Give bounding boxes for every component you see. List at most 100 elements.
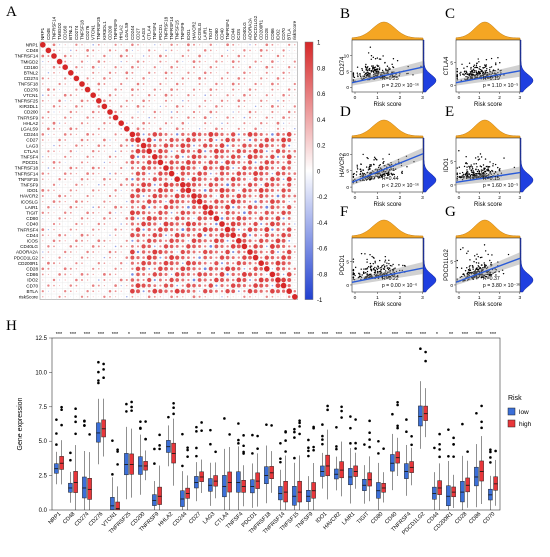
heatmap-cell-circle: [69, 245, 73, 248]
heatmap-cell-circle: [69, 127, 73, 131]
heatmap-cell-circle: [181, 278, 185, 282]
heatmap-cell-circle: [255, 55, 256, 57]
scatter-point: [405, 155, 408, 158]
scatter-plot-area: [351, 237, 424, 293]
heatmap-cell-circle: [208, 283, 214, 288]
significance-label: ***: [364, 332, 371, 338]
heatmap-cell-circle: [203, 233, 207, 237]
heatmap-cell-circle: [165, 83, 167, 85]
heatmap-cell-circle: [232, 128, 234, 130]
heatmap-cell-circle: [232, 100, 234, 102]
heatmap-cell-circle: [210, 78, 212, 79]
heatmap-cell-circle: [75, 150, 77, 152]
heatmap-row-label: TNFSF15: [18, 177, 38, 182]
heatmap-cell-circle: [266, 100, 268, 102]
heatmap-cell-circle: [130, 249, 135, 255]
heatmap-cell-circle: [109, 77, 111, 80]
heatmap-cell-circle: [241, 271, 247, 277]
scatter-point: [484, 250, 487, 252]
heatmap-cell-circle: [143, 44, 145, 46]
heatmap-cell-circle: [42, 156, 44, 158]
y-axis-label: HAVCR2: [340, 152, 346, 177]
heatmap-cell-circle: [120, 133, 122, 136]
box-outlier: [237, 438, 240, 442]
heatmap-cell-circle: [215, 94, 217, 96]
heatmap-cell-circle: [287, 216, 291, 220]
heatmap-cell-circle: [281, 255, 286, 260]
heatmap-cell-circle: [248, 222, 252, 226]
scatter-point: [472, 174, 475, 177]
heatmap-cell-circle: [97, 144, 101, 147]
heatmap-cell-circle: [120, 296, 122, 298]
heatmap-cell-circle: [109, 83, 111, 85]
scatter-point: [367, 177, 370, 180]
scatter-point: [470, 165, 472, 168]
scatter-point: [495, 274, 497, 276]
heatmap-cell-circle: [146, 215, 152, 221]
box-outlier: [125, 410, 128, 413]
heatmap-cell-circle: [137, 43, 139, 46]
heatmap-cell-circle: [187, 133, 190, 136]
heatmap-cell-circle: [169, 221, 174, 227]
heatmap-cell-circle: [152, 193, 158, 199]
heatmap-cell-circle: [114, 133, 117, 136]
heatmap-col-label: BTNL2: [68, 25, 73, 40]
heatmap-cell-circle: [174, 272, 180, 277]
heatmap-cell-circle: [214, 289, 218, 293]
heatmap-cell-circle: [293, 172, 297, 175]
heatmap-cell-circle: [103, 285, 105, 287]
heatmap-cell-circle: [69, 290, 72, 293]
scatter-point: [470, 74, 472, 76]
correlation-heatmap: NRP1CD48TNFRSF14TMIGD2CD160BTNL2CD274TNF…: [14, 15, 328, 304]
heatmap-cell-circle: [276, 222, 280, 226]
scatter-point: [367, 169, 370, 171]
heatmap-cell-circle: [272, 128, 273, 130]
heatmap-cell-circle: [153, 228, 157, 231]
heatmap-cell-circle: [103, 245, 106, 248]
scatter-point: [375, 274, 377, 277]
heatmap-cell-circle: [192, 295, 196, 299]
scatter-point: [465, 276, 467, 278]
heatmap-cell-circle: [115, 55, 117, 57]
box-outlier: [307, 454, 310, 458]
heatmap-cell-circle: [52, 161, 56, 164]
heatmap-cell-circle: [165, 60, 167, 63]
heatmap-cell-circle: [244, 61, 245, 62]
heatmap-cell-circle: [198, 267, 201, 271]
heatmap-cell-circle: [248, 88, 252, 91]
scatter-plot-area: [351, 137, 424, 193]
heatmap-cell-circle: [146, 137, 152, 143]
heatmap-cell-circle: [142, 239, 145, 242]
heatmap-cell-circle: [198, 167, 201, 169]
heatmap-cell-circle: [287, 166, 291, 170]
scatter-point: [360, 170, 362, 173]
scatter-point: [483, 266, 485, 269]
heatmap-cell-circle: [52, 105, 56, 108]
scatter-point: [388, 67, 390, 69]
heatmap-cell-circle: [270, 166, 274, 170]
heatmap-cell-circle: [86, 54, 89, 58]
heatmap-cell-circle: [47, 267, 50, 270]
scatter-point: [377, 68, 379, 70]
box-outlier: [475, 411, 478, 415]
heatmap-cell-circle: [126, 229, 128, 231]
scatter-point: [474, 270, 476, 272]
heatmap-cell-circle: [230, 132, 236, 137]
x-tick-label: 1: [376, 195, 379, 201]
heatmap-cell-circle: [180, 171, 185, 176]
scatter-point: [364, 173, 367, 176]
heatmap-cell-circle: [154, 77, 156, 79]
scatter-point: [497, 72, 499, 74]
y-tick-label: 0: [450, 83, 453, 89]
correlation-p-text: p = 1.60 × 10⁻⁵: [483, 183, 518, 189]
heatmap-cell-circle: [86, 178, 89, 181]
scatter-point: [395, 270, 398, 273]
box-high: [129, 453, 134, 475]
heatmap-cell-circle: [265, 222, 269, 226]
box-high: [87, 478, 92, 500]
heatmap-cell-circle: [243, 133, 246, 136]
scatter-point: [487, 273, 489, 275]
scatter-point: [379, 173, 381, 175]
heatmap-cell-circle: [125, 223, 128, 225]
heatmap-cell-circle: [280, 282, 287, 289]
